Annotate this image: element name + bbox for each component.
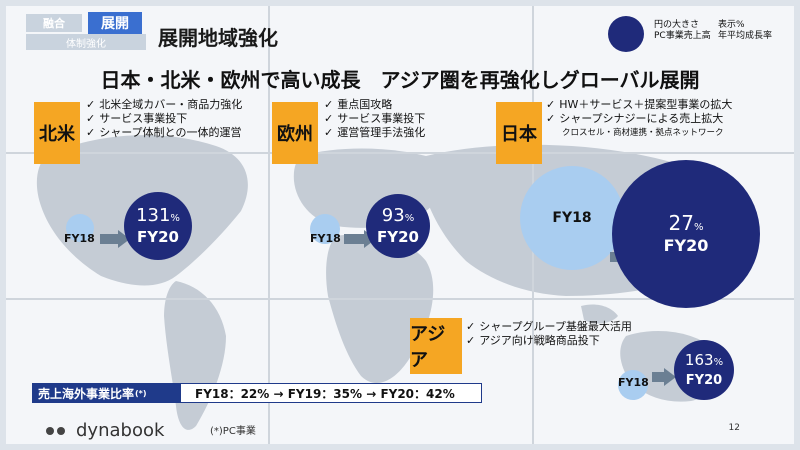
circle-north-america-fy20: 131% FY20 — [124, 192, 192, 260]
footnote: (*)PC事業 — [210, 426, 256, 437]
label-asia-fy20: FY20 — [685, 372, 723, 388]
bullet-item: 運営管理手法強化 — [324, 126, 425, 140]
bullets-japan: HW＋サービス＋提案型事業の拡大 シャープシナジーによる売上拡大 クロスセル・商… — [546, 98, 732, 140]
label-asia-fy18: FY18 — [618, 376, 649, 389]
bullet-item: HW＋サービス＋提案型事業の拡大 — [546, 98, 732, 112]
bullets-asia: シャープグループ基盤最大活用 アジア向け戦略商品投下 — [466, 320, 632, 348]
bullets-europe: 重点国攻略 サービス事業投下 運営管理手法強化 — [324, 98, 425, 140]
overseas-ratio-label-text: 売上海外事業比率 — [38, 386, 135, 401]
overseas-ratio-values: FY18：22% → FY19：35% → FY20：42% — [180, 383, 482, 403]
legend-display-line-1: 表示% — [718, 20, 745, 30]
region-tag-asia: アジア — [410, 318, 462, 374]
logo-dots-icon — [46, 426, 68, 435]
headline: 日本・北米・欧州で高い成長 アジア圏を再強化しグローバル展開 — [100, 68, 700, 92]
circle-north-america-fy18 — [66, 214, 94, 242]
label-japan-fy20: FY20 — [663, 235, 709, 255]
region-tag-north-america: 北米 — [34, 102, 80, 164]
label-japan-fy18: FY18 — [552, 210, 592, 226]
circle-asia-fy20: 163% FY20 — [674, 340, 734, 400]
tab-fusion[interactable]: 融合 — [26, 14, 82, 32]
legend: 円の大きさ PC事業売上高 表示% 年平均成長率 — [608, 14, 778, 56]
region-tag-europe: 欧州 — [272, 102, 318, 164]
tab-expansion[interactable]: 展開 — [88, 12, 142, 34]
overseas-ratio-label-mark: (*) — [135, 388, 147, 398]
bullet-item: 重点国攻略 — [324, 98, 425, 112]
bullet-sub-note: クロスセル・商材連携・拠点ネットワーク — [562, 128, 724, 138]
overseas-ratio-label: 売上海外事業比率 (*) — [32, 383, 180, 403]
circle-japan-fy20: 27% FY20 — [612, 160, 760, 308]
legend-size-line-2: PC事業売上高 — [654, 31, 711, 41]
label-north-america-fy20: FY20 — [137, 227, 179, 246]
legend-display-line-2: 年平均成長率 — [718, 31, 773, 41]
bullet-item: シャープグループ基盤最大活用 — [466, 320, 632, 334]
page-title: 展開地域強化 — [158, 26, 278, 50]
logo-text: dynabook — [76, 420, 165, 441]
region-tag-japan: 日本 — [496, 102, 542, 164]
arrow-north-america — [100, 234, 118, 244]
legend-circle — [608, 16, 644, 52]
label-europe-fy18: FY18 — [310, 232, 341, 245]
growth-europe: 93% — [381, 204, 415, 226]
bullet-item: シャープシナジーによる売上拡大 — [546, 112, 732, 126]
circle-asia-fy18 — [618, 370, 648, 400]
screen-seam — [6, 298, 794, 300]
legend-size-line-1: 円の大きさ — [654, 20, 700, 30]
bullet-item: サービス事業投下 — [86, 112, 242, 126]
bullet-item: 北米全域カバー・商品力強化 — [86, 98, 242, 112]
label-north-america-fy18: FY18 — [64, 232, 95, 245]
bullet-item: アジア向け戦略商品投下 — [466, 334, 632, 348]
growth-asia: 163% — [684, 350, 724, 369]
screen-seam — [6, 152, 794, 154]
circle-europe-fy20: 93% FY20 — [366, 194, 430, 258]
screen-seam — [268, 6, 270, 444]
arrow-asia-head — [664, 368, 676, 386]
bullets-north-america: 北米全域カバー・商品力強化 サービス事業投下 シャープ体制との一体的運営 — [86, 98, 242, 140]
dynabook-logo: dynabook — [46, 420, 164, 441]
growth-japan: 27% — [668, 210, 704, 235]
bullet-item: サービス事業投下 — [324, 112, 425, 126]
growth-north-america: 131% — [136, 204, 180, 226]
world-map — [36, 135, 747, 430]
tab-structure[interactable]: 体制強化 — [26, 34, 146, 50]
circle-japan-fy18: FY18 — [520, 166, 624, 270]
arrow-europe — [344, 234, 364, 244]
legend-display-text: 表示% 年平均成長率 — [718, 20, 772, 42]
page-number: 12 — [728, 423, 740, 433]
slide: 融合 展開 体制強化 展開地域強化 円の大きさ PC事業売上高 表示% 年平均成… — [6, 6, 794, 444]
circle-europe-fy18 — [310, 214, 340, 244]
arrow-asia — [652, 372, 666, 382]
label-europe-fy20: FY20 — [377, 227, 419, 246]
legend-size-text: 円の大きさ PC事業売上高 — [654, 20, 711, 42]
bullet-item: シャープ体制との一体的運営 — [86, 126, 242, 140]
